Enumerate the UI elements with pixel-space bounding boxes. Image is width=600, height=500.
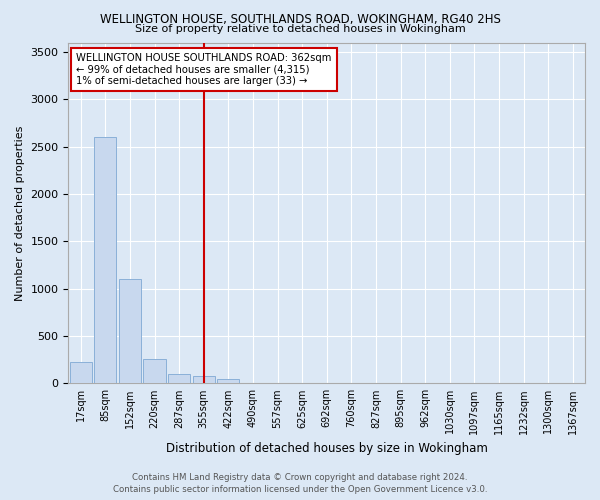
Bar	[119, 279, 141, 384]
Bar	[217, 378, 239, 384]
Bar	[70, 362, 92, 384]
Text: WELLINGTON HOUSE, SOUTHLANDS ROAD, WOKINGHAM, RG40 2HS: WELLINGTON HOUSE, SOUTHLANDS ROAD, WOKIN…	[100, 12, 500, 26]
Bar	[143, 358, 166, 384]
Bar	[193, 376, 215, 384]
Text: Size of property relative to detached houses in Wokingham: Size of property relative to detached ho…	[134, 24, 466, 34]
Bar	[168, 374, 190, 384]
X-axis label: Distribution of detached houses by size in Wokingham: Distribution of detached houses by size …	[166, 442, 488, 455]
Text: Contains HM Land Registry data © Crown copyright and database right 2024.
Contai: Contains HM Land Registry data © Crown c…	[113, 472, 487, 494]
Y-axis label: Number of detached properties: Number of detached properties	[15, 125, 25, 300]
Bar	[94, 137, 116, 384]
Text: WELLINGTON HOUSE SOUTHLANDS ROAD: 362sqm
← 99% of detached houses are smaller (4: WELLINGTON HOUSE SOUTHLANDS ROAD: 362sqm…	[76, 52, 332, 86]
